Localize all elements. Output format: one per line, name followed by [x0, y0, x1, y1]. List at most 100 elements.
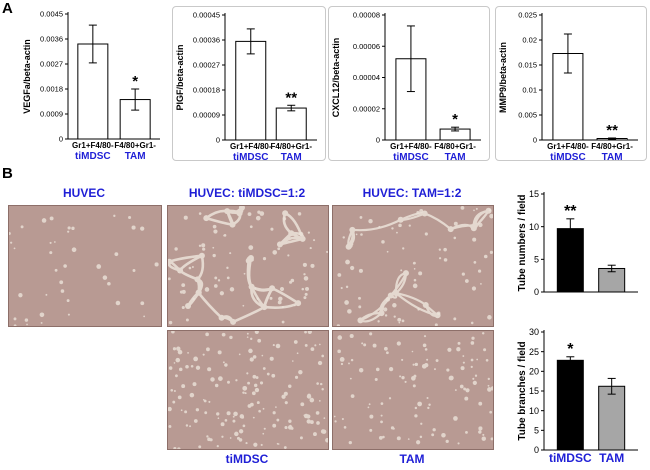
cell-dot	[307, 331, 312, 334]
cell-dot	[369, 428, 373, 432]
cell-dot	[54, 268, 58, 272]
huvec-timdsc-micrograph	[168, 206, 328, 326]
y-tick-label: 5	[534, 254, 539, 264]
cell-dot	[475, 207, 478, 210]
cell-dot	[489, 250, 493, 254]
cell-dot	[306, 419, 311, 424]
cell-dot	[247, 381, 251, 385]
significance-mark: *	[567, 341, 574, 358]
cell-dot	[464, 396, 469, 401]
chart-tube-branches: Tube branches / field 0 5 10 15 20 25 30 * tiMDSC…	[514, 320, 646, 468]
cell-dot	[238, 353, 241, 356]
y-tick-label: 0.0045	[40, 10, 63, 19]
cell-dot	[407, 438, 410, 440]
cell-dot	[181, 384, 186, 389]
cell-dot	[291, 360, 294, 362]
cell-dot	[284, 401, 288, 405]
cell-dot	[333, 415, 336, 418]
cell-dot	[262, 432, 265, 435]
cell-dot	[348, 440, 352, 445]
cell-dot	[377, 320, 380, 323]
cell-dot	[210, 377, 215, 382]
y-axis-label: Tube branches / field	[517, 341, 528, 440]
cell-dot	[474, 374, 478, 377]
cell-dot	[478, 430, 482, 434]
cell-dot	[299, 231, 304, 237]
cell-dot	[263, 427, 266, 430]
cell-dot	[178, 367, 183, 372]
photo-huvec-timdsc	[167, 205, 329, 327]
chart-svg: VEGFa/beta-actin 0 0.0009 0.0018 0.0027 0.003…	[22, 10, 160, 162]
cell-dot	[473, 260, 477, 264]
cell-dot	[131, 225, 136, 230]
panel-label-a: A	[2, 0, 13, 17]
cell-dot	[246, 372, 249, 375]
cell-dot	[270, 227, 274, 231]
cell-dot	[388, 397, 392, 400]
huvec-alone-micrograph	[9, 206, 161, 326]
category-group-label: TAM	[125, 151, 146, 162]
cell-dot	[214, 383, 219, 388]
y-tick-label: 0.0018	[40, 85, 63, 94]
cell-dot	[229, 335, 233, 340]
cell-dot	[40, 321, 43, 324]
cell-dot	[303, 273, 306, 276]
image-title-huvec-timdsc: HUVEC: tiMDSC=1:2	[188, 186, 306, 200]
cell-dot	[276, 418, 280, 422]
cell-dot	[140, 226, 145, 231]
cell-dot	[465, 388, 470, 393]
y-tick-label: 0	[376, 136, 380, 145]
cell-dot	[358, 305, 362, 309]
cell-dot	[248, 348, 253, 354]
cell-dot	[323, 417, 326, 419]
cell-dot	[213, 284, 218, 288]
cell-dot	[261, 354, 264, 357]
cell-dot	[340, 362, 344, 366]
cell-dot	[221, 332, 226, 337]
significance-mark: *	[452, 111, 458, 128]
cell-dot	[223, 234, 226, 237]
cell-dots	[336, 206, 493, 326]
cell-dot	[203, 399, 207, 403]
cell-dot	[247, 212, 252, 217]
cell-dot	[470, 358, 474, 362]
cell-dot	[388, 366, 394, 372]
cell-dot	[310, 263, 315, 268]
cell-dot	[419, 435, 423, 439]
cell-dot	[418, 271, 423, 276]
cell-dot	[427, 406, 430, 410]
cell-dots	[9, 214, 159, 326]
cell-dot	[13, 324, 17, 326]
tube-segment	[197, 291, 223, 320]
chart-svg: MMP9/beta-actin 0 0.005 0.01 0.015 0.02 0.025 G…	[498, 11, 638, 163]
cell-dot	[13, 317, 17, 321]
cell-dot	[384, 346, 388, 351]
cell-dot	[462, 355, 465, 357]
cell-dot	[229, 437, 232, 439]
cell-dot	[412, 283, 418, 289]
category-group-label: tiMDSC	[549, 451, 592, 465]
cell-dot	[472, 377, 475, 380]
cell-dot	[413, 278, 417, 282]
cell-dot	[398, 321, 401, 324]
cell-dot	[289, 424, 292, 427]
cell-dot	[481, 436, 486, 441]
cell-dot	[447, 347, 452, 352]
cell-dot	[279, 286, 285, 292]
cell-dot	[463, 387, 467, 391]
cell-dot	[378, 225, 381, 228]
cell-dot	[367, 406, 370, 409]
cell-dot	[448, 375, 454, 381]
y-tick-label: 0.00004	[353, 73, 380, 82]
cell-dot	[202, 353, 205, 356]
y-tick-label: 0.00036	[193, 36, 220, 45]
cell-dot	[207, 367, 212, 372]
cell-dot	[416, 440, 421, 445]
cell-dot	[350, 358, 354, 362]
cell-dot	[490, 437, 493, 441]
y-tick-label: 10	[529, 406, 539, 416]
cell-dot	[218, 376, 223, 382]
y-tick-label: 25	[529, 347, 539, 357]
cell-dot	[423, 335, 427, 338]
cell-dot	[320, 429, 326, 434]
